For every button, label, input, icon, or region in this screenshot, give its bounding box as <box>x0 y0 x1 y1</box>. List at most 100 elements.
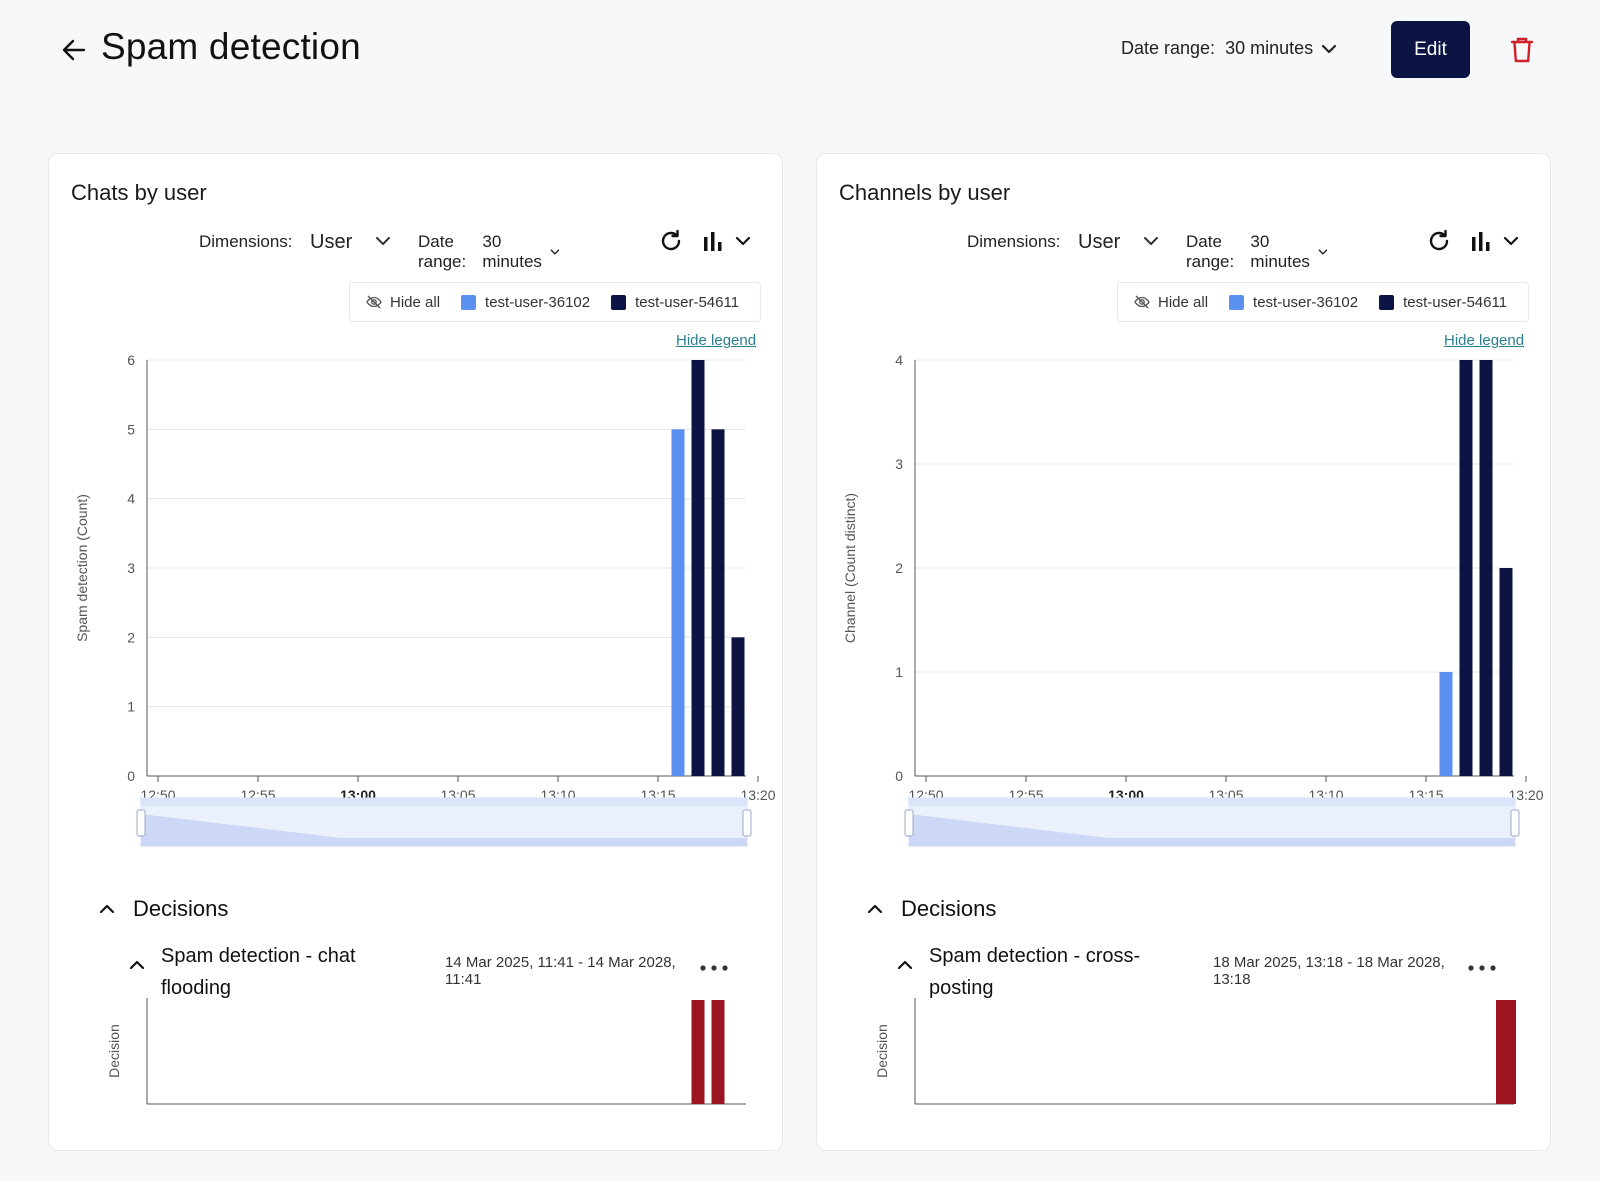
refresh-icon[interactable] <box>658 228 684 254</box>
rule-name: Spam detection - cross-posting <box>929 945 1141 999</box>
legend-swatch <box>611 294 627 310</box>
range-slider-area <box>141 814 747 846</box>
y-tick-label: 4 <box>127 491 135 507</box>
range-slider-handle-right <box>742 809 752 837</box>
y-tick-label: 2 <box>895 560 903 576</box>
bar <box>1459 360 1473 776</box>
legend-label: test-user-54611 <box>635 293 740 311</box>
chart-legend: Hide all test-user-36102 test-user-54611 <box>1117 282 1529 322</box>
y-tick-label: 1 <box>895 664 903 680</box>
legend-item-54611[interactable]: test-user-54611 <box>1379 294 1507 311</box>
hide-legend-link[interactable]: Hide legend <box>676 332 757 349</box>
decisions-title: Decisions <box>901 896 997 921</box>
bar-chart-icon[interactable] <box>1469 229 1493 253</box>
dimensions-value[interactable]: User <box>310 231 353 253</box>
dimensions-label: Dimensions: <box>967 232 1061 251</box>
back-arrow-icon[interactable] <box>60 36 88 64</box>
decision-chart: Decision <box>874 998 1516 1105</box>
y-tick-label: 1 <box>127 699 135 715</box>
chevron-down-icon[interactable] <box>1503 236 1519 246</box>
legend-label: test-user-36102 <box>1253 293 1359 311</box>
legend-label: test-user-36102 <box>485 293 591 311</box>
bar <box>691 360 705 776</box>
trash-icon[interactable] <box>1509 36 1535 64</box>
hide-all-toggle[interactable]: Hide all <box>366 294 440 311</box>
channels-by-user-panel: Channels by user Dimensions: User Date r… <box>816 153 1551 1151</box>
chevron-up-icon[interactable] <box>897 960 913 970</box>
chevron-up-icon <box>99 904 115 914</box>
chevron-down-icon[interactable] <box>375 236 391 246</box>
y-tick-label: 0 <box>127 768 135 784</box>
chevron-down-icon <box>1322 44 1337 53</box>
date-range-label: Date range: <box>1186 232 1235 271</box>
decision-rule-row: Spam detection - cross-posting 18 Mar 20… <box>897 940 1527 1012</box>
decisions-toggle[interactable]: Decisions <box>99 896 228 922</box>
decision-bar <box>1496 1000 1516 1104</box>
dimensions-label: Dimensions: <box>199 232 293 251</box>
date-range-select[interactable]: Date range: 30 minutes <box>1121 38 1337 59</box>
y-tick-label: 4 <box>895 352 903 368</box>
hide-all-toggle[interactable]: Hide all <box>1134 294 1208 311</box>
chevron-up-icon[interactable] <box>129 960 145 970</box>
y-tick-label: 3 <box>127 560 135 576</box>
panel-date-range-select[interactable]: Date range: 30 minutes <box>1186 232 1328 272</box>
hide-legend-link[interactable]: Hide legend <box>1444 332 1525 349</box>
decisions-toggle[interactable]: Decisions <box>867 896 996 922</box>
decision-rule-row: Spam detection - chat flooding 14 Mar 20… <box>129 940 759 1012</box>
y-tick-label: 5 <box>127 421 135 437</box>
decision-axis-label: Decision <box>106 1024 122 1078</box>
y-tick-label: 0 <box>895 768 903 784</box>
legend-item-36102[interactable]: test-user-36102 <box>461 294 590 311</box>
bar <box>671 429 685 776</box>
bar <box>731 637 745 776</box>
date-range-label: Date range: <box>1121 38 1216 58</box>
more-icon[interactable] <box>699 964 729 972</box>
more-icon[interactable] <box>1467 964 1497 972</box>
legend-label: test-user-54611 <box>1403 293 1508 311</box>
x-tick-label: 13:20 <box>1508 787 1543 803</box>
legend-item-36102[interactable]: test-user-36102 <box>1229 294 1358 311</box>
panel-title: Chats by user <box>71 180 207 205</box>
page-title: Spam detection <box>101 26 361 67</box>
bar <box>1499 568 1513 776</box>
range-slider-bar <box>141 798 747 806</box>
decisions-title: Decisions <box>133 896 229 921</box>
range-slider-bar <box>909 798 1515 806</box>
date-range-value: 30 minutes <box>482 232 542 271</box>
rule-dates: 18 Mar 2025, 13:18 - 18 Mar 2028, 13:18 <box>1213 954 1445 988</box>
bar <box>1439 672 1453 776</box>
edit-button[interactable]: Edit <box>1391 21 1470 78</box>
refresh-icon[interactable] <box>1426 228 1452 254</box>
y-tick-label: 6 <box>127 352 135 368</box>
x-tick-label: 13:20 <box>740 787 775 803</box>
panel-date-range-select[interactable]: Date range: 30 minutes <box>418 232 560 272</box>
date-range-value: 30 minutes <box>1250 232 1310 271</box>
y-axis-label: Spam detection (Count) <box>74 494 90 642</box>
legend-item-54611[interactable]: test-user-54611 <box>611 294 739 311</box>
panel-title: Channels by user <box>839 180 1011 205</box>
chevron-down-icon <box>550 249 560 255</box>
rule-name: Spam detection - chat flooding <box>161 945 356 999</box>
date-range-value: 30 minutes <box>1225 38 1314 58</box>
bar-chart-icon[interactable] <box>701 229 725 253</box>
decision-bar <box>691 1000 705 1104</box>
y-tick-label: 3 <box>895 456 903 472</box>
hide-all-label: Hide all <box>1158 293 1209 311</box>
chevron-up-icon <box>867 904 883 914</box>
decision-bar <box>711 1000 725 1104</box>
chevron-down-icon[interactable] <box>735 236 751 246</box>
chart-legend: Hide all test-user-36102 test-user-54611 <box>349 282 761 322</box>
decision-axis-label: Decision <box>874 1024 890 1078</box>
y-tick-label: 2 <box>127 629 135 645</box>
range-slider-area <box>909 814 1515 846</box>
rule-dates: 14 Mar 2025, 11:41 - 14 Mar 2028, 11:41 <box>445 954 676 988</box>
bar <box>711 429 725 776</box>
legend-swatch <box>461 294 477 310</box>
date-range-label: Date range: <box>418 232 467 271</box>
chevron-down-icon[interactable] <box>1143 236 1159 246</box>
chevron-down-icon <box>1318 249 1328 255</box>
range-slider-handle-left <box>904 809 914 837</box>
dimensions-value[interactable]: User <box>1078 231 1121 253</box>
